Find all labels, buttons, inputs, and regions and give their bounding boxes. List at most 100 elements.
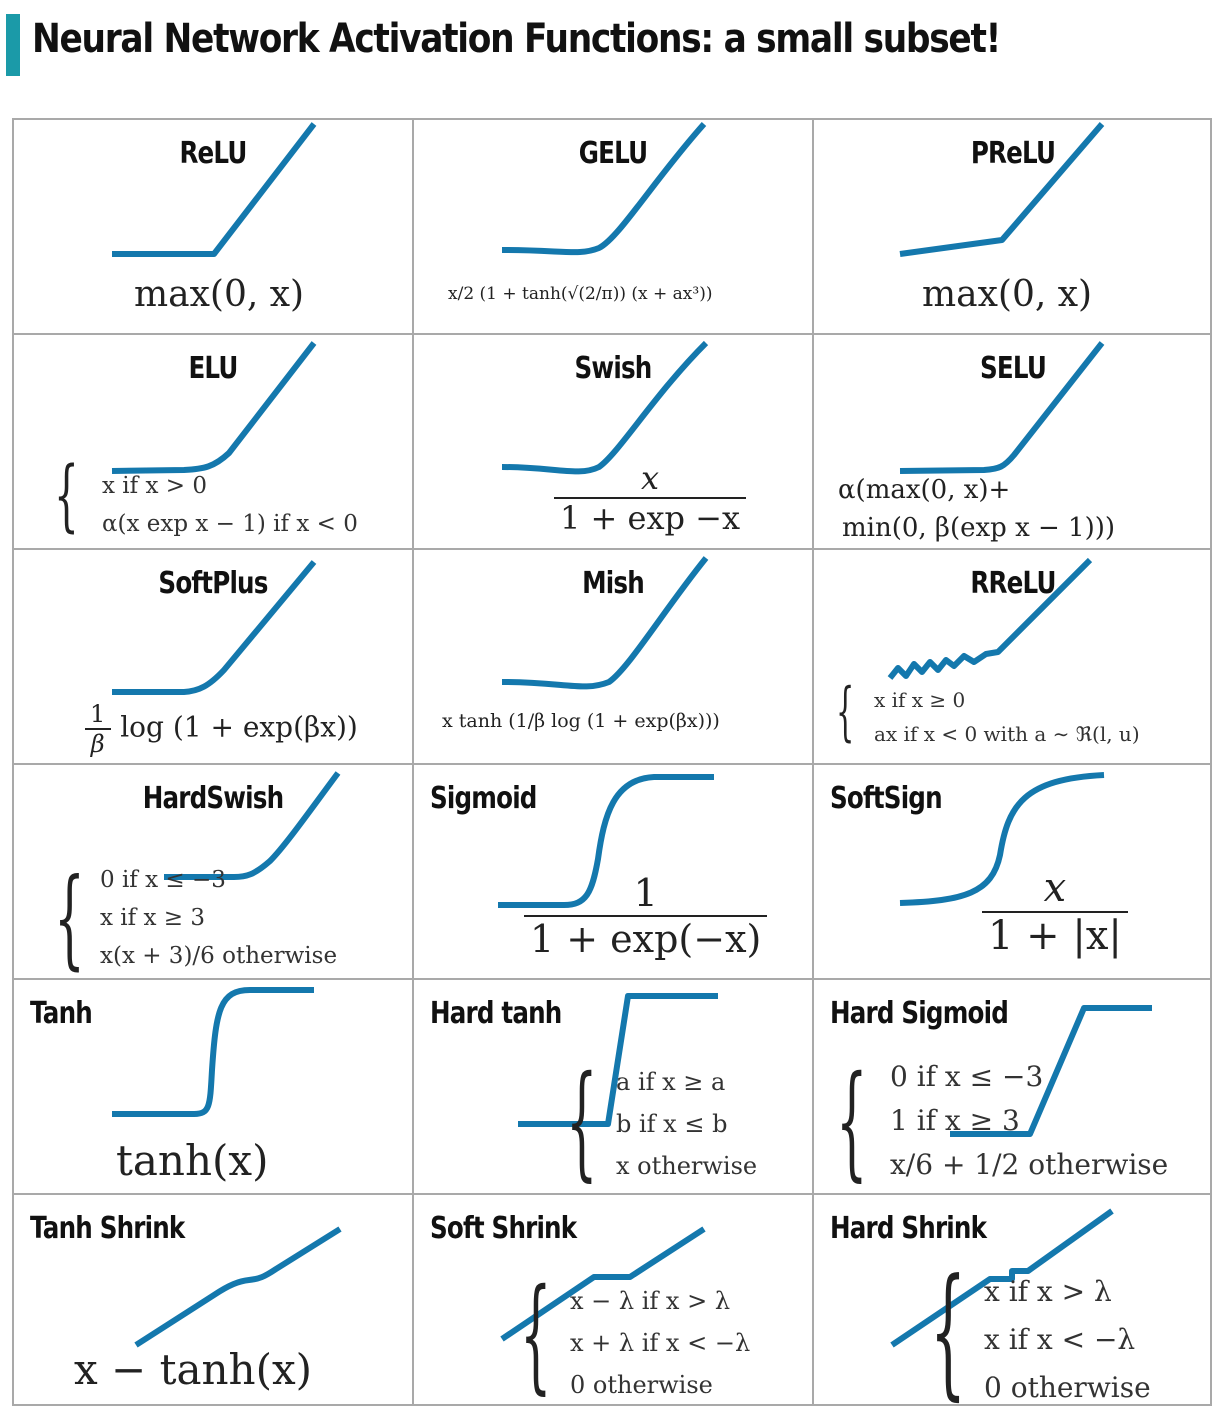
elu-line: [111, 341, 317, 474]
cell-prelu: PReLU max(0, x): [814, 120, 1212, 335]
prelu-curve: [899, 122, 1105, 257]
cell-hardswish: HardSwish { 0 if x ≤ −3 x if x ≥ 3 x(x +…: [14, 765, 414, 980]
activation-grid: ReLU max(0, x) GELU x/2 (1 + tanh(√(2/π)…: [12, 118, 1212, 1406]
elu-case: α(x exp x − 1) if x < 0: [102, 511, 358, 537]
rrelu-curve: [887, 557, 1093, 680]
hardshrink-case: x if x < −λ: [984, 1323, 1136, 1356]
elu-brace: {: [54, 451, 79, 541]
cell-title: SELU: [979, 351, 1047, 386]
relu-curve: [112, 122, 317, 257]
cell-title: Hard Shrink: [830, 1211, 987, 1246]
rrelu-case: x if x ≥ 0: [874, 688, 966, 712]
page-title: Neural Network Activation Functions: a s…: [32, 16, 1001, 62]
relu-line: [112, 122, 317, 257]
softshrink-case: x − λ if x > λ: [570, 1287, 731, 1315]
elu-curve: [111, 341, 317, 474]
softsign-numerator: x: [1043, 865, 1067, 911]
cell-title: Tanh: [30, 996, 93, 1031]
swish-numerator: x: [640, 459, 660, 497]
gelu-curve: [501, 122, 707, 256]
softsign-line: [899, 772, 1105, 906]
cell-title: GELU: [578, 136, 648, 171]
sigmoid-curve: [498, 774, 714, 908]
rrelu-case: ax if x < 0 with a ∼ ℜ(l, u): [874, 722, 1140, 746]
cell-selu: SELU α(max(0, x)+ min(0, β(exp x − 1))): [814, 335, 1212, 550]
hardtanh-case: x otherwise: [616, 1152, 758, 1180]
hardtanh-brace: {: [566, 1050, 598, 1194]
mish-line: [501, 556, 709, 690]
cell-gelu: GELU x/2 (1 + tanh(√(2/π)) (x + ax³)): [414, 120, 814, 335]
cell-title: Soft Shrink: [430, 1211, 577, 1246]
cell-relu: ReLU max(0, x): [14, 120, 414, 335]
sigmoid-numerator: 1: [633, 871, 658, 915]
hardshrink-case: x if x > λ: [984, 1275, 1112, 1308]
cell-tanh: Tanh tanh(x): [14, 980, 414, 1195]
cell-tanhshrink: Tanh Shrink x − tanh(x): [14, 1195, 414, 1406]
softplus-line: [112, 560, 317, 695]
cell-title: Hard tanh: [430, 996, 562, 1031]
mish-formula: x tanh (1/β log (1 + exp(βx))): [442, 710, 720, 732]
hardswish-case: 0 if x ≤ −3: [100, 867, 226, 893]
hardtanh-curve: [518, 993, 718, 1127]
rrelu-brace: {: [836, 675, 855, 749]
hardshrink-line: [890, 1208, 1114, 1348]
hardshrink-case: 0 otherwise: [984, 1371, 1151, 1404]
sigmoid-line: [498, 774, 714, 908]
cell-elu: ELU { x if x > 0 α(x exp x − 1) if x < 0: [14, 335, 414, 550]
gelu-line: [501, 122, 707, 256]
cell-title: PReLU: [970, 136, 1056, 171]
softsign-denominator: 1 + |x|: [982, 911, 1128, 959]
hardswish-line: [164, 771, 341, 880]
hardswish-case: x(x + 3)/6 otherwise: [100, 943, 338, 969]
cell-title: RReLU: [970, 566, 1056, 601]
rrelu-line: [887, 557, 1093, 680]
title-accent-bar: [6, 14, 20, 76]
softplus-denominator: β: [84, 728, 111, 758]
hardsigmoid-case: 1 if x ≥ 3: [890, 1104, 1020, 1137]
cell-rrelu: RReLU { x if x ≥ 0 ax if x < 0 with a ∼ …: [814, 550, 1212, 765]
swish-line: [501, 340, 709, 475]
hardtanh-line: [518, 993, 718, 1127]
softshrink-brace: {: [520, 1263, 552, 1406]
cell-softshrink: Soft Shrink { x − λ if x > λ x + λ if x …: [414, 1195, 814, 1406]
hardswish-brace: {: [54, 856, 85, 980]
cell-title: Swish: [574, 351, 653, 386]
softshrink-case: x + λ if x < −λ: [570, 1329, 751, 1357]
tanh-formula: tanh(x): [116, 1136, 269, 1185]
softshrink-line: [500, 1226, 706, 1342]
softshrink-case: 0 otherwise: [570, 1371, 713, 1399]
softshrink-curve: [500, 1226, 706, 1342]
softplus-formula-rest: log (1 + exp(βx)): [120, 710, 358, 744]
hardshrink-brace: {: [930, 1249, 967, 1406]
prelu-formula: max(0, x): [922, 274, 1093, 315]
tanhshrink-curve: [134, 1226, 342, 1348]
tanhshrink-formula: x − tanh(x): [74, 1345, 313, 1394]
cell-title: SoftPlus: [158, 566, 268, 601]
cell-title: Mish: [582, 566, 645, 601]
gelu-formula: x/2 (1 + tanh(√(2/π)) (x + ax³)): [448, 284, 713, 304]
cell-mish: Mish x tanh (1/β log (1 + exp(βx))): [414, 550, 814, 765]
cell-title: SoftSign: [830, 781, 943, 816]
swish-denominator: 1 + exp −x: [554, 497, 747, 537]
hardswish-curve: [164, 771, 341, 880]
hardtanh-case: b if x ≤ b: [616, 1110, 728, 1138]
selu-formula-line: α(max(0, x)+: [838, 475, 1011, 505]
prelu-line: [899, 122, 1105, 257]
softplus-curve: [112, 560, 317, 695]
hardsigmoid-line: [950, 1005, 1152, 1137]
cell-hardshrink: Hard Shrink { x if x > λ x if x < −λ 0 o…: [814, 1195, 1212, 1406]
tanh-curve: [112, 987, 314, 1117]
cell-title: ELU: [188, 351, 238, 386]
cell-title: HardSwish: [142, 781, 284, 816]
cell-title: ReLU: [179, 136, 247, 171]
tanh-line: [112, 987, 314, 1117]
softplus-numerator: 1: [90, 700, 106, 728]
hardsigmoid-case: x/6 + 1/2 otherwise: [890, 1148, 1169, 1181]
